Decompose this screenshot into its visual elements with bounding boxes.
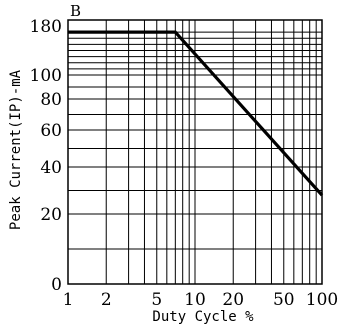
y-axis-label: Peak Current(IP)-mA	[8, 69, 24, 230]
y-tick-label: 20	[40, 205, 62, 225]
y-tick-label: 100	[30, 66, 62, 86]
y-tick-labels: 0 20 40 60 80 100 180	[30, 17, 62, 295]
plot-frame	[67, 19, 323, 285]
panel-label: B	[70, 2, 81, 20]
x-tick-label: 2	[101, 290, 112, 310]
x-tick-label: 10	[184, 290, 206, 310]
y-tick-label: 40	[40, 158, 62, 178]
x-tick-label: 100	[306, 290, 338, 310]
y-tick-label: 60	[40, 121, 62, 141]
x-axis-label: Duty Cycle %	[152, 309, 254, 325]
x-tick-label: 20	[222, 290, 244, 310]
y-tick-label: 180	[30, 17, 62, 37]
y-tick-label: 0	[51, 275, 62, 295]
x-tick-label: 5	[151, 290, 162, 310]
series-group	[68, 30, 324, 197]
series-line	[68, 30, 324, 197]
x-tick-label: 50	[273, 290, 295, 310]
y-tick-label: 80	[40, 90, 62, 110]
x-tick-labels: 1 2 5 10 20 50 100	[63, 290, 339, 310]
x-tick-label: 1	[63, 290, 74, 310]
